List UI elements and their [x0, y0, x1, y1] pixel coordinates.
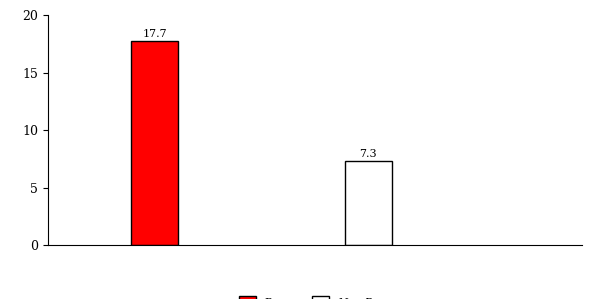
Bar: [345, 161, 392, 245]
Bar: [131, 42, 178, 245]
Text: 17.7: 17.7: [142, 29, 167, 39]
Text: 7.3: 7.3: [359, 149, 377, 159]
Legend: Poor, Non-Poor: Poor, Non-Poor: [233, 291, 397, 299]
